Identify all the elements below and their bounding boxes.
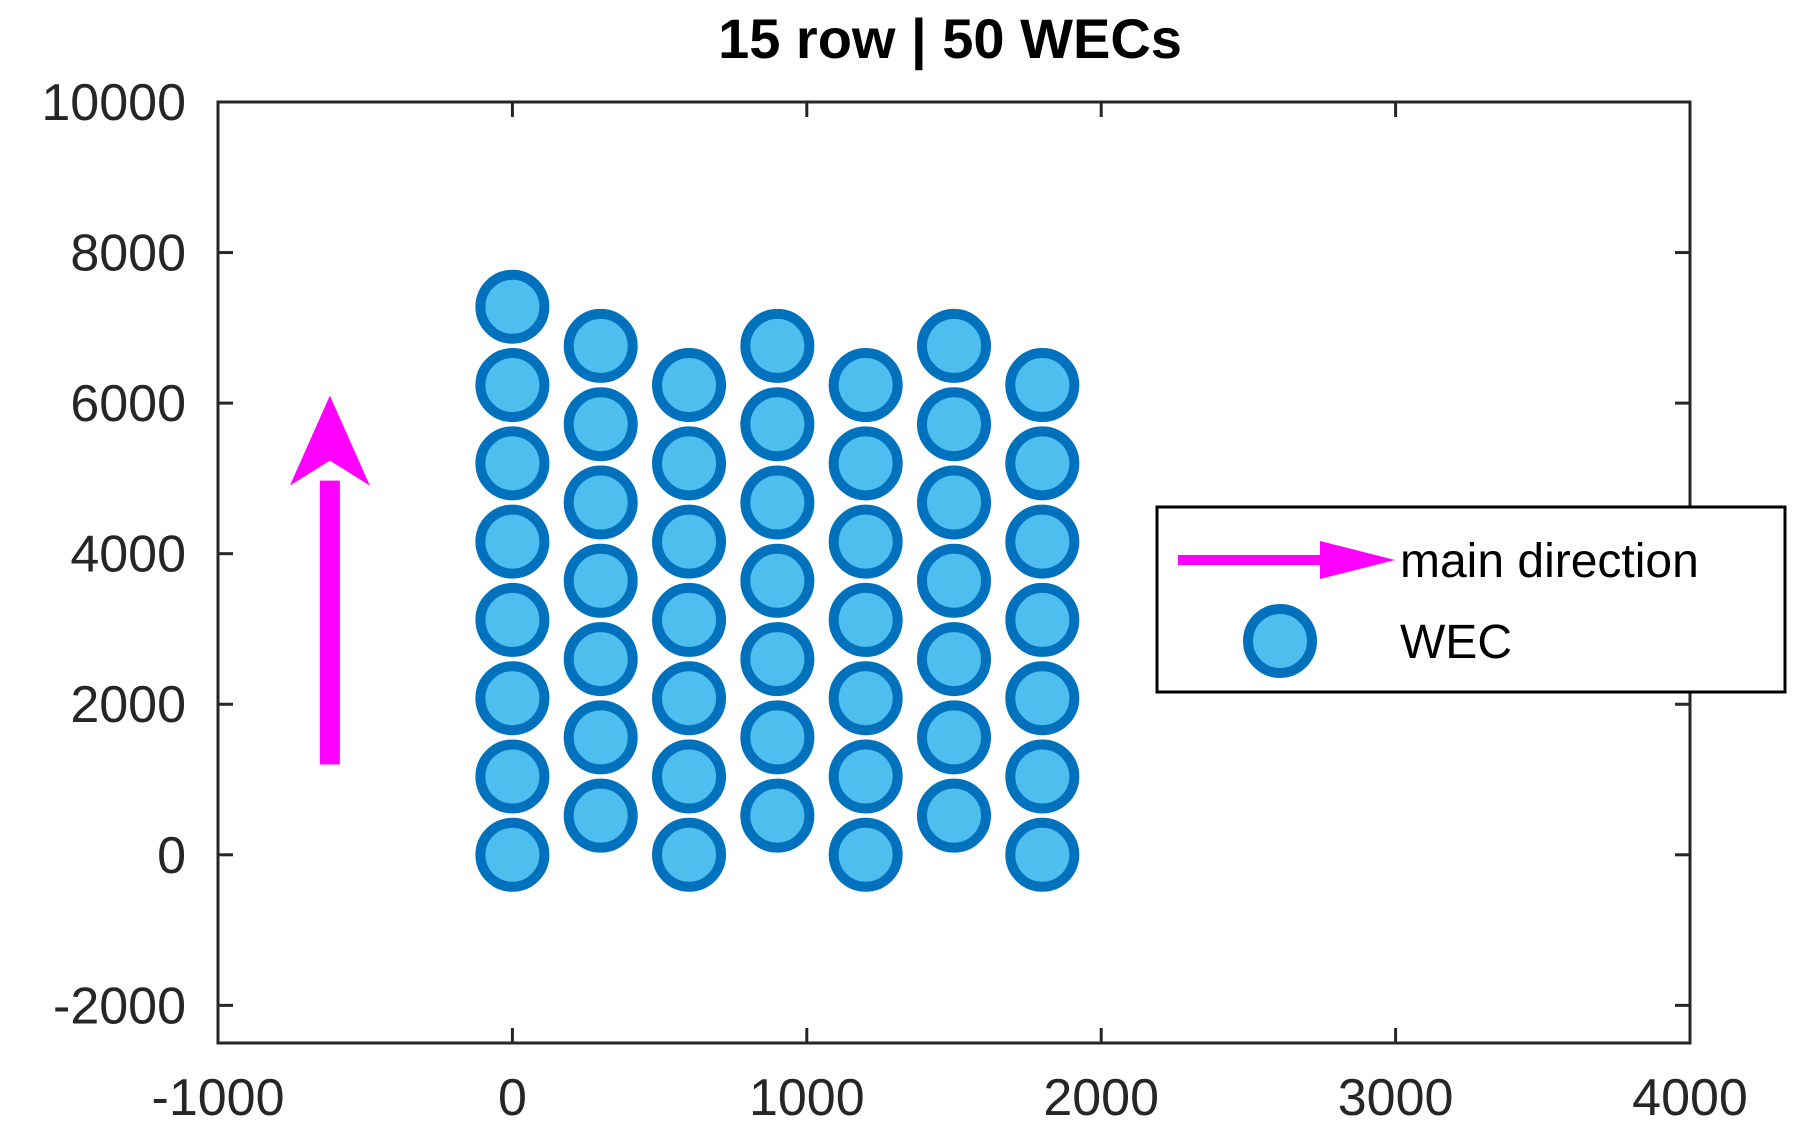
wec-point bbox=[1005, 661, 1080, 736]
wec-point bbox=[828, 661, 903, 736]
wec-point bbox=[1005, 817, 1080, 892]
y-tick-label: 0 bbox=[157, 827, 186, 885]
wec-point bbox=[828, 582, 903, 657]
wec-point bbox=[740, 543, 815, 618]
wec-point bbox=[475, 661, 550, 736]
wec-point bbox=[828, 426, 903, 501]
wec-point bbox=[652, 582, 727, 657]
y-tick-label: 2000 bbox=[70, 676, 186, 734]
wec-point bbox=[563, 465, 638, 540]
wec-point bbox=[475, 739, 550, 814]
wec-point bbox=[917, 308, 991, 383]
wec-point bbox=[917, 465, 991, 540]
wec-point bbox=[740, 622, 815, 697]
y-tick-label: 4000 bbox=[70, 526, 186, 584]
wec-point bbox=[475, 348, 550, 423]
wec-point bbox=[740, 308, 815, 383]
wec-point bbox=[652, 739, 727, 814]
y-tick-label: 8000 bbox=[70, 225, 186, 283]
x-tick-label: 0 bbox=[498, 1069, 527, 1127]
wec-point bbox=[740, 387, 815, 462]
wec-point bbox=[563, 622, 638, 697]
legend-arrow-head bbox=[1320, 541, 1395, 579]
legend-label-main-direction: main direction bbox=[1400, 535, 1699, 588]
wec-point bbox=[652, 348, 727, 423]
wec-point bbox=[475, 504, 550, 579]
wec-point bbox=[563, 543, 638, 618]
wec-point bbox=[1005, 504, 1080, 579]
wec-point bbox=[917, 622, 991, 697]
wec-point bbox=[828, 817, 903, 892]
wec-point bbox=[475, 817, 550, 892]
legend-label-wec: WEC bbox=[1400, 616, 1512, 669]
wec-point bbox=[1005, 739, 1080, 814]
x-tick-label: 2000 bbox=[1043, 1069, 1159, 1127]
plot-marks bbox=[289, 269, 1080, 892]
legend: main direction WEC bbox=[1155, 505, 1787, 694]
y-tick-label: 10000 bbox=[41, 74, 186, 132]
wec-point bbox=[652, 504, 727, 579]
wec-point bbox=[652, 817, 727, 892]
wec-point bbox=[828, 504, 903, 579]
wec-point bbox=[1005, 426, 1080, 501]
wec-point bbox=[1005, 348, 1080, 423]
wec-point bbox=[563, 700, 638, 775]
wec-point bbox=[740, 700, 815, 775]
wec-point bbox=[475, 269, 550, 344]
wec-point bbox=[563, 778, 638, 853]
y-tick-label: -2000 bbox=[53, 977, 186, 1035]
wec-point bbox=[475, 426, 550, 501]
legend-wec-marker bbox=[1243, 604, 1317, 678]
wec-point bbox=[828, 348, 903, 423]
wec-point bbox=[917, 700, 991, 775]
wec-point bbox=[652, 661, 727, 736]
wec-point bbox=[1005, 582, 1080, 657]
wec-point bbox=[917, 387, 991, 462]
chart-title: 15 row | 50 WECs bbox=[718, 7, 1182, 71]
wec-point bbox=[740, 465, 815, 540]
x-tick-label: 3000 bbox=[1338, 1069, 1454, 1127]
wec-point bbox=[563, 387, 638, 462]
wec-point bbox=[917, 543, 991, 618]
x-tick-label: -1000 bbox=[152, 1069, 285, 1127]
main-direction-arrow-head bbox=[289, 395, 370, 486]
y-tick-label: 6000 bbox=[70, 375, 186, 433]
wec-point bbox=[828, 739, 903, 814]
wec-point bbox=[652, 426, 727, 501]
x-tick-label: 1000 bbox=[749, 1069, 865, 1127]
wec-point bbox=[740, 778, 815, 853]
x-tick-label: 4000 bbox=[1632, 1069, 1748, 1127]
wec-point bbox=[475, 582, 550, 657]
wec-point bbox=[917, 778, 991, 853]
axes: -1000 0 1000 2000 3000 4000 -2000 0 2000 4000 6000… bbox=[41, 74, 1747, 1127]
wec-point bbox=[563, 308, 638, 383]
